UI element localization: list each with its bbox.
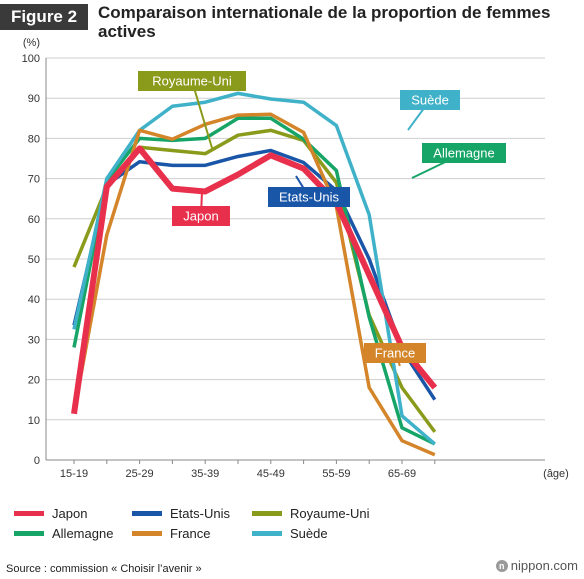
x-tick-label-45-49: 45-49: [257, 468, 285, 480]
x-tick-label-65-69: 65-69: [388, 468, 416, 480]
legend-swatch-france: [132, 530, 162, 536]
source-note: Source : commission « Choisir l’avenir »: [6, 563, 202, 575]
figure-title: Comparaison internationale de la proport…: [98, 3, 551, 41]
callout-box-suede: [400, 90, 460, 110]
callout-label-allemagne: Allemagne: [433, 146, 494, 161]
y-tick-label-10: 10: [28, 415, 40, 427]
legend-item-royaume-uni: Royaume-Uni: [252, 504, 369, 522]
y-tick-label-100: 100: [22, 53, 40, 65]
series-line-france: [72, 112, 436, 457]
x-tick-label-15-19: 15-19: [60, 468, 88, 480]
series-line-japon: [71, 145, 438, 415]
x-tick-label-35-39: 35-39: [191, 468, 219, 480]
callout-label-suede: Suède: [411, 93, 449, 108]
y-tick-label-60: 60: [28, 214, 40, 226]
legend-label-japon: Japon: [52, 505, 88, 521]
callout-leader-royaume-uni: [191, 80, 213, 149]
x-axis-label: (âge): [543, 468, 569, 480]
legend-label-france: France: [170, 525, 211, 541]
series-line-etats-unis: [72, 148, 437, 401]
y-tick-label-90: 90: [28, 93, 40, 105]
legend-label-etats-unis: Etats-Unis: [170, 505, 230, 521]
legend-swatch-allemagne: [14, 530, 44, 536]
y-tick-label-70: 70: [28, 174, 40, 186]
legend-swatch-royaume-uni: [252, 510, 282, 516]
x-tick-label-55-59: 55-59: [322, 468, 350, 480]
callout-box-etats-unis: [268, 187, 350, 207]
callout-box-royaume-uni: [138, 71, 246, 91]
x-tick-label-25-29: 25-29: [126, 468, 154, 480]
line-chart: 0 10 20 30 40 50 60 70 80 90 100 (%) 15-19 25-29 35-39…: [22, 37, 569, 480]
legend-swatch-suede: [252, 530, 282, 536]
legend-item-japon: Japon: [14, 504, 87, 522]
y-tick-label-30: 30: [28, 334, 40, 346]
callout-label-japon: Japon: [183, 209, 218, 224]
legend-label-allemagne: Allemagne: [52, 525, 114, 541]
legend-item-allemagne: Allemagne: [14, 524, 113, 542]
y-tick-label-80: 80: [28, 133, 40, 145]
brand-logo: n nippon.com: [495, 558, 578, 573]
brand-text: nippon.com: [510, 558, 578, 573]
figure-header: Figure 2 Comparaison internationale de l…: [0, 0, 584, 44]
callout-label-royaume-uni: Royaume-Uni: [152, 74, 232, 89]
legend-item-etats-unis: Etats-Unis: [132, 504, 230, 522]
y-unit-label: (%): [23, 37, 40, 49]
y-tick-label-40: 40: [28, 294, 40, 306]
figure-badge: Figure 2: [0, 4, 88, 30]
callout-label-france: France: [375, 346, 415, 361]
legend-swatch-japon: [14, 510, 44, 516]
legend-label-royaume-uni: Royaume-Uni: [290, 505, 370, 521]
legend-label-suede: Suède: [290, 525, 328, 541]
y-tick-label-50: 50: [28, 254, 40, 266]
callout-label-etats-unis: Etats-Unis: [279, 190, 339, 205]
series-line-suede: [72, 91, 436, 446]
brand-icon: n: [495, 559, 508, 572]
y-tick-label-0: 0: [34, 455, 40, 467]
callout-box-allemagne: [422, 143, 506, 163]
legend-item-suede: Suède: [252, 524, 328, 542]
legend-item-france: France: [132, 524, 210, 542]
callout-box-japon: [172, 206, 230, 226]
legend-swatch-etats-unis: [132, 510, 162, 516]
y-tick-label-20: 20: [28, 375, 40, 387]
callout-box-france: [364, 343, 426, 363]
